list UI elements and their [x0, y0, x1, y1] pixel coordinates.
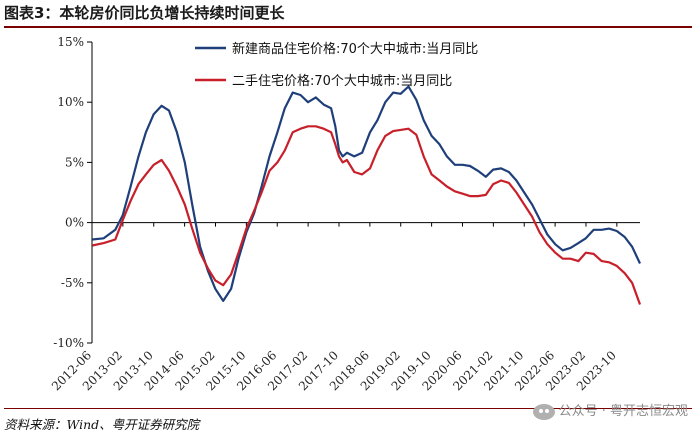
series-line-second-hand — [91, 125, 642, 305]
y-tick-label: 5% — [65, 155, 84, 169]
y-tick-label: 0% — [65, 216, 84, 230]
y-tick-label: 15% — [57, 35, 84, 49]
watermark: 公众号 · 粤开志恒宏观 — [532, 400, 688, 420]
title-divider — [4, 26, 692, 28]
legend-label: 二手住宅价格:70个大中城市:当月同比 — [232, 73, 452, 89]
chart-title: 图表3：本轮房价同比负增长持续时间更长 — [4, 4, 285, 22]
wechat-icon — [532, 403, 555, 420]
series-line-new-homes — [92, 85, 641, 302]
footer-divider — [4, 408, 692, 409]
source-note: 资料来源：Wind、粤开证券研究院 — [4, 417, 200, 432]
y-tick-label: -5% — [61, 276, 84, 290]
legend-label: 新建商品住宅价格:70个大中城市:当月同比 — [232, 41, 478, 57]
y-tick-label: -10% — [53, 336, 84, 350]
watermark-text: 公众号 · 粤开志恒宏观 — [558, 404, 688, 419]
y-tick-label: 10% — [57, 95, 84, 109]
